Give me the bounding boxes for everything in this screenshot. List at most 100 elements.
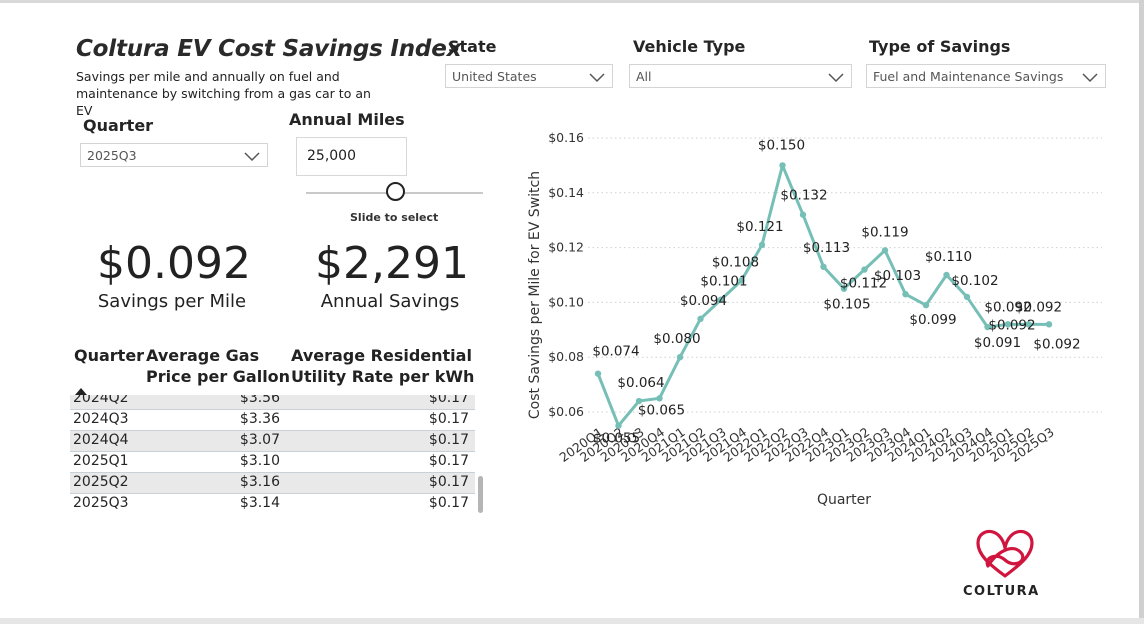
state-dropdown[interactable]: United States bbox=[445, 64, 613, 88]
y-tick-label: $0.14 bbox=[548, 185, 584, 200]
cell-utility-rate: $0.17 bbox=[428, 453, 469, 469]
data-point[interactable] bbox=[881, 247, 889, 254]
annual-miles-label: Annual Miles bbox=[289, 110, 405, 129]
data-point[interactable] bbox=[758, 241, 766, 249]
state-filter-label: State bbox=[448, 37, 497, 56]
table-scrollbar[interactable] bbox=[478, 476, 483, 513]
savings-per-mile-label: Savings per Mile bbox=[97, 291, 247, 312]
data-label: $0.092 bbox=[1015, 299, 1062, 315]
vehicle-type-filter-label: Vehicle Type bbox=[633, 37, 746, 56]
column-header-utility-line2: Utility Rate per kWh bbox=[291, 367, 475, 386]
y-tick-label: $0.10 bbox=[548, 294, 584, 309]
data-label: $0.150 bbox=[758, 137, 805, 153]
data-label: $0.094 bbox=[680, 293, 727, 309]
cell-utility-rate: $0.17 bbox=[428, 495, 469, 511]
annual-miles-input[interactable]: 25,000 bbox=[296, 137, 407, 176]
data-label: $0.121 bbox=[736, 219, 783, 235]
cell-quarter: 2025Q3 bbox=[73, 495, 129, 511]
data-label: $0.091 bbox=[974, 335, 1021, 351]
data-point[interactable] bbox=[984, 323, 991, 331]
savings-type-dropdown[interactable]: Fuel and Maintenance Savings bbox=[866, 64, 1106, 88]
data-label: $0.103 bbox=[874, 268, 921, 284]
cell-quarter: 2024Q3 bbox=[73, 411, 129, 427]
slider-hint: Slide to select bbox=[350, 211, 439, 224]
cell-gas-price: $3.16 bbox=[239, 474, 280, 490]
data-label: $0.112 bbox=[840, 276, 887, 292]
quarter-dropdown-value: 2025Q3 bbox=[87, 148, 137, 163]
column-header-utility-rate[interactable]: Average Residential Utility Rate per kWh bbox=[291, 345, 474, 387]
chart-data-labels: $0.074 $0.055 $0.064 $0.065 $0.080 $0.094 $0.1… bbox=[592, 137, 1080, 446]
data-label: $0.132 bbox=[780, 188, 827, 204]
chevron-down-icon bbox=[589, 73, 605, 83]
cell-utility-rate: $0.17 bbox=[428, 411, 469, 427]
data-label: $0.092 bbox=[1033, 336, 1080, 352]
data-label: $0.102 bbox=[951, 273, 998, 289]
window-top-border bbox=[0, 0, 1144, 3]
table-row[interactable]: 2024Q4 $3.07 $0.17 bbox=[70, 431, 475, 452]
data-point[interactable] bbox=[840, 285, 848, 292]
data-point[interactable] bbox=[943, 271, 950, 279]
data-point[interactable] bbox=[1045, 321, 1053, 328]
data-point[interactable] bbox=[902, 290, 909, 298]
annual-savings-label: Annual Savings bbox=[320, 291, 460, 312]
y-tick-label: $0.06 bbox=[548, 404, 584, 419]
savings-per-mile-value: $0.092 bbox=[97, 238, 251, 289]
savings-line-chart: $0.06$0.08$0.10$0.12$0.14$0.16 2020Q1202… bbox=[527, 130, 1102, 508]
column-header-gas-line2: Price per Gallon bbox=[146, 367, 291, 386]
data-point[interactable] bbox=[861, 266, 868, 273]
table-row[interactable]: 2025Q1 $3.10 $0.17 bbox=[70, 452, 475, 473]
cell-utility-rate: $0.17 bbox=[428, 474, 469, 490]
series-line bbox=[596, 163, 1049, 428]
cell-utility-rate: $0.17 bbox=[428, 432, 469, 448]
data-point[interactable] bbox=[820, 263, 827, 270]
data-label: $0.092 bbox=[984, 299, 1031, 315]
window-right-border bbox=[1139, 0, 1144, 624]
column-header-gas-line1: Average Gas bbox=[146, 346, 260, 365]
table-row[interactable]: 2024Q3 $3.36 $0.17 bbox=[70, 410, 475, 431]
y-tick-label: $0.08 bbox=[548, 349, 584, 364]
vehicle-type-dropdown[interactable]: All bbox=[629, 64, 852, 88]
data-point[interactable] bbox=[594, 370, 602, 377]
cell-gas-price: $3.10 bbox=[239, 453, 280, 469]
cell-quarter: 2024Q4 bbox=[73, 432, 129, 448]
data-label: $0.105 bbox=[823, 297, 870, 313]
chart-y-axis-title: Cost Savings per Mile for EV Switch bbox=[527, 171, 543, 419]
cell-gas-price: $3.07 bbox=[239, 432, 280, 448]
chevron-down-icon bbox=[828, 73, 844, 83]
data-point[interactable] bbox=[922, 301, 930, 309]
data-point[interactable] bbox=[717, 296, 725, 303]
cell-gas-price: $3.14 bbox=[239, 495, 280, 511]
data-point[interactable] bbox=[738, 277, 745, 284]
column-header-gas-price[interactable]: Average Gas Price per Gallon bbox=[146, 345, 290, 387]
data-label: $0.074 bbox=[592, 344, 639, 360]
table-row[interactable]: 2025Q3 $3.14 $0.17 bbox=[70, 494, 475, 514]
quarter-dropdown[interactable]: 2025Q3 bbox=[80, 143, 268, 167]
data-label: $0.099 bbox=[909, 312, 956, 328]
table-row[interactable]: 2025Q2 $3.16 $0.17 bbox=[70, 473, 475, 494]
data-point[interactable] bbox=[676, 354, 684, 361]
data-point[interactable] bbox=[963, 293, 971, 301]
data-point[interactable] bbox=[615, 422, 622, 429]
chevron-down-icon bbox=[244, 152, 260, 162]
data-point[interactable] bbox=[635, 397, 643, 405]
savings-type-filter-label: Type of Savings bbox=[869, 37, 1011, 56]
y-tick-label: $0.16 bbox=[548, 130, 584, 145]
data-point[interactable] bbox=[1004, 321, 1012, 328]
cell-quarter: 2025Q1 bbox=[73, 453, 129, 469]
vehicle-type-dropdown-value: All bbox=[636, 69, 652, 84]
data-point[interactable] bbox=[697, 315, 704, 323]
state-dropdown-value: United States bbox=[452, 69, 537, 84]
data-label: $0.101 bbox=[700, 274, 747, 290]
data-label: $0.065 bbox=[638, 402, 685, 418]
data-point[interactable] bbox=[1025, 321, 1032, 328]
sort-ascending-icon[interactable] bbox=[75, 388, 87, 395]
table-row[interactable]: 2024Q2 $3.56 $0.17 bbox=[70, 395, 475, 410]
data-point[interactable] bbox=[779, 162, 786, 169]
cell-quarter: 2024Q2 bbox=[73, 395, 129, 406]
column-header-quarter[interactable]: Quarter bbox=[74, 346, 145, 365]
window-bottom-border bbox=[0, 618, 1144, 624]
annual-miles-slider-handle[interactable] bbox=[386, 182, 405, 201]
data-label: $0.108 bbox=[712, 254, 759, 270]
data-point[interactable] bbox=[799, 211, 807, 218]
data-point[interactable] bbox=[656, 395, 663, 402]
